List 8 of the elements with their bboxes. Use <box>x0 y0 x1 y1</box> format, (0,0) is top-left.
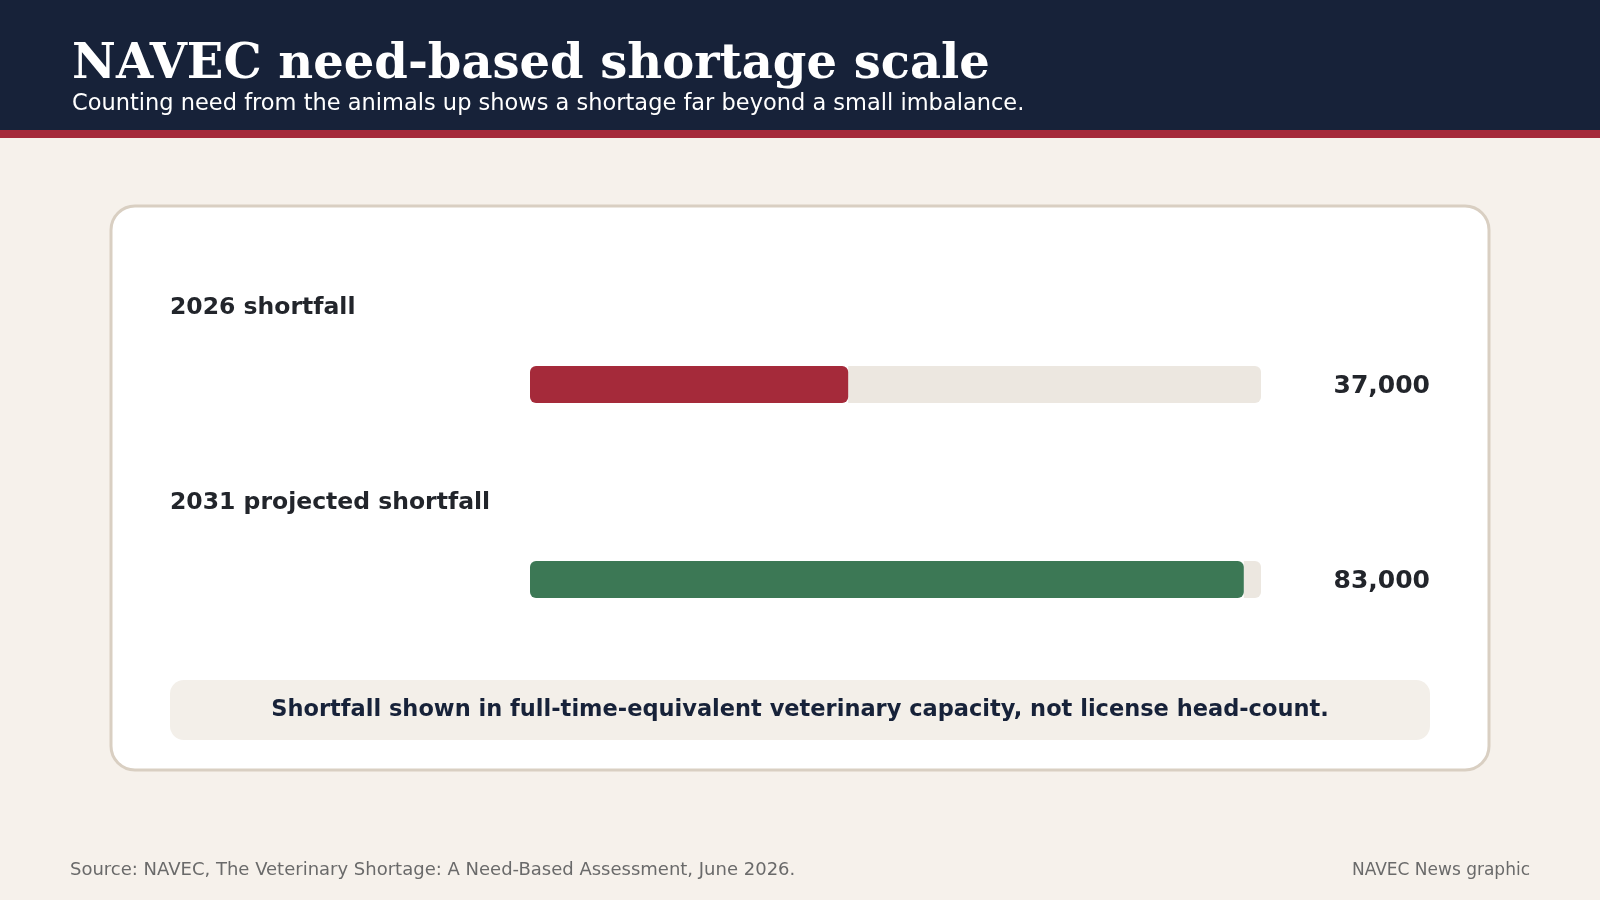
chart-subtitle: Counting need from the animals up shows a shortage far beyond a small imbalance. <box>72 89 1025 115</box>
data-label: 37,000 <box>1333 370 1430 399</box>
text: NAVEC News graphic <box>1351 859 1530 879</box>
data-label: 83,000 <box>1333 565 1430 594</box>
y-tick-label: 2026 shortfall <box>170 292 356 320</box>
y-tick-label: 2031 projected shortfall <box>170 487 491 515</box>
source-note: Source: NAVEC, The Veterinary Shortage: A Need-Based Assessment, June 2026. <box>70 858 796 879</box>
text: Shortfall shown in full-time-equivalent veterinary capacity, not license head-count. <box>271 695 1329 721</box>
